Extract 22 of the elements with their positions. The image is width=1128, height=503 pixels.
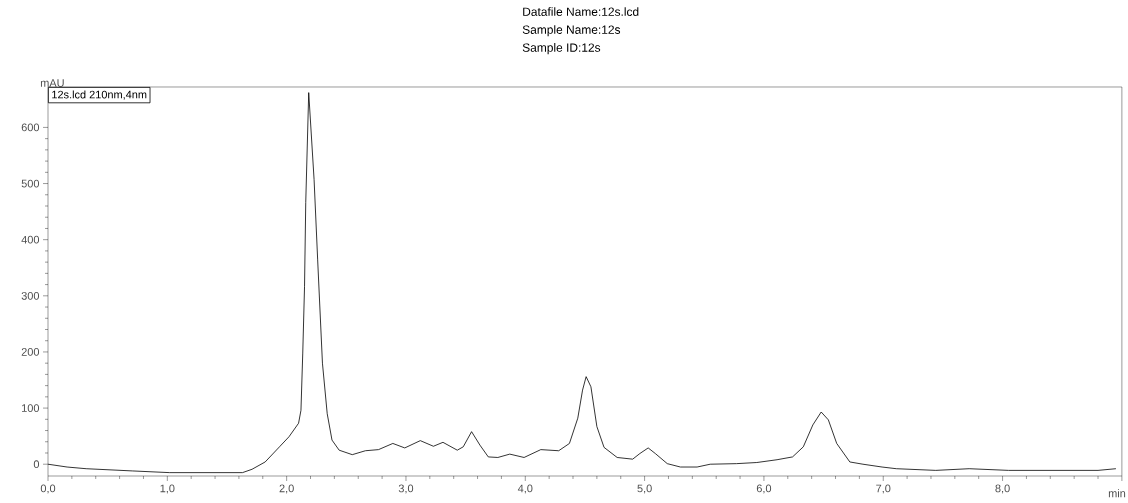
y-tick-label: 300 <box>21 291 40 300</box>
chart-title: Datafile Name:12s.lcd <box>523 7 639 16</box>
x-tick-label: 8,0 <box>995 484 1010 494</box>
y-tick-label: 600 <box>21 123 40 132</box>
text: 12s.lcd 210nm,4nm <box>52 90 147 100</box>
x-tick-label: 7,0 <box>876 484 891 494</box>
text: Sample ID:12s <box>522 43 601 55</box>
x-axis-title: min <box>1108 489 1126 498</box>
x-tick-label: 1,0 <box>160 484 175 494</box>
y-tick-label: 500 <box>21 179 40 188</box>
y-tick-label: 400 <box>21 235 40 244</box>
x-tick-label: 0,0 <box>40 484 56 494</box>
x-tick-label: 6,0 <box>756 484 772 494</box>
x-tick-label: 5,0 <box>637 484 652 494</box>
y-axis-title: mAU <box>40 79 64 87</box>
text: Sample Name:12s <box>522 25 621 37</box>
x-tick-label: 3,0 <box>398 484 414 494</box>
y-tick-label: 0 <box>33 460 40 469</box>
x-tick-label: 4,0 <box>517 484 533 494</box>
y-tick-label: 100 <box>22 404 40 412</box>
y-tick-label: 200 <box>21 348 40 356</box>
x-tick-label: 2,0 <box>279 484 294 494</box>
